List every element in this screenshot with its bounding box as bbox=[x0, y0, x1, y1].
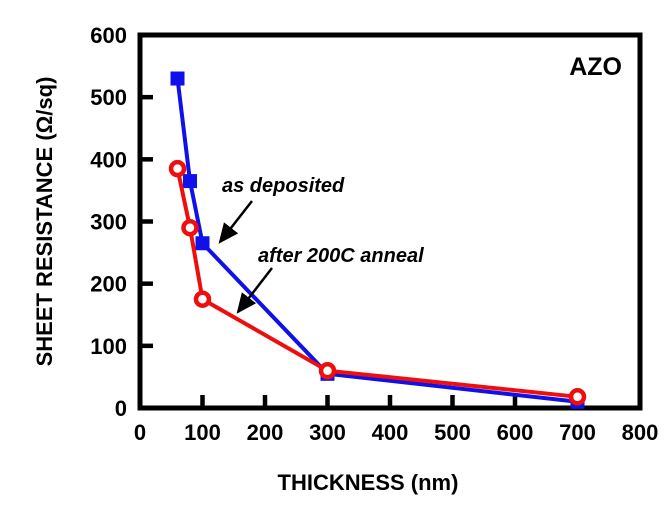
marker-circle bbox=[168, 159, 187, 178]
marker-circle bbox=[181, 218, 199, 237]
marker-square bbox=[195, 236, 210, 251]
y-tick-label: 200 bbox=[90, 272, 127, 297]
x-tick-label: 500 bbox=[434, 420, 471, 445]
plot-frame bbox=[137, 32, 643, 411]
marker-square bbox=[183, 174, 197, 189]
marker-circle bbox=[568, 388, 587, 406]
x-axis-title: THICKNESS (nm) bbox=[278, 470, 459, 495]
y-tick-label: 400 bbox=[90, 147, 127, 172]
y-tick-label: 300 bbox=[90, 210, 127, 235]
y-tick-label: 0 bbox=[115, 396, 127, 421]
y-tick-label: 500 bbox=[90, 85, 127, 110]
x-tick-label: 200 bbox=[247, 420, 284, 445]
marker-square bbox=[170, 71, 185, 86]
marker-circle bbox=[193, 290, 212, 308]
x-tick-label: 400 bbox=[372, 420, 409, 445]
y-axis-title: SHEET RESISTANCE (Ω/sq) bbox=[32, 77, 57, 367]
y-tick-label: 100 bbox=[90, 334, 127, 359]
x-tick-label: 0 bbox=[134, 420, 146, 445]
x-tick-label: 800 bbox=[622, 420, 659, 445]
annotation-arrow-1 bbox=[236, 267, 273, 314]
corner-label: AZO bbox=[569, 53, 622, 81]
x-tick-label: 600 bbox=[497, 420, 534, 445]
annotation-arrow-0 bbox=[218, 200, 253, 244]
annotation-text-1: after 200C anneal bbox=[258, 245, 424, 267]
annotation-text-0: as deposited bbox=[222, 175, 345, 197]
series-line-1 bbox=[175, 168, 578, 399]
marker-circle bbox=[318, 361, 337, 380]
y-tick-label: 600 bbox=[90, 23, 127, 48]
x-tick-label: 700 bbox=[559, 420, 596, 445]
series-line-0 bbox=[175, 78, 578, 404]
x-tick-label: 300 bbox=[309, 420, 346, 445]
x-tick-label: 100 bbox=[184, 420, 221, 445]
